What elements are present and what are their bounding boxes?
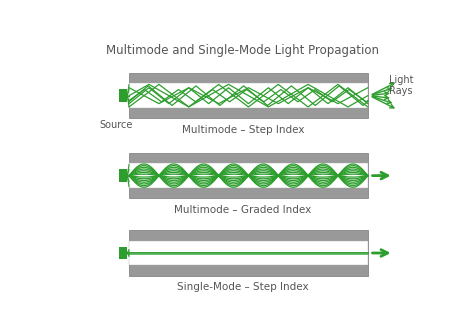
Text: Multimode – Step Index: Multimode – Step Index [182,125,304,135]
Bar [129,153,368,198]
Bar [129,251,368,255]
Bar [119,247,127,259]
Bar [119,89,127,102]
Text: Multimode and Single-Mode Light Propagation: Multimode and Single-Mode Light Propagat… [107,44,379,57]
Bar [129,73,368,118]
Bar [129,83,368,108]
Text: Single-Mode – Step Index: Single-Mode – Step Index [177,282,309,292]
Bar [129,230,368,276]
Text: Light
Rays: Light Rays [389,75,413,96]
Text: Source: Source [99,120,133,130]
Bar [129,163,368,188]
Bar [119,170,127,182]
Bar [129,241,368,265]
Text: Multimode – Graded Index: Multimode – Graded Index [174,205,311,215]
